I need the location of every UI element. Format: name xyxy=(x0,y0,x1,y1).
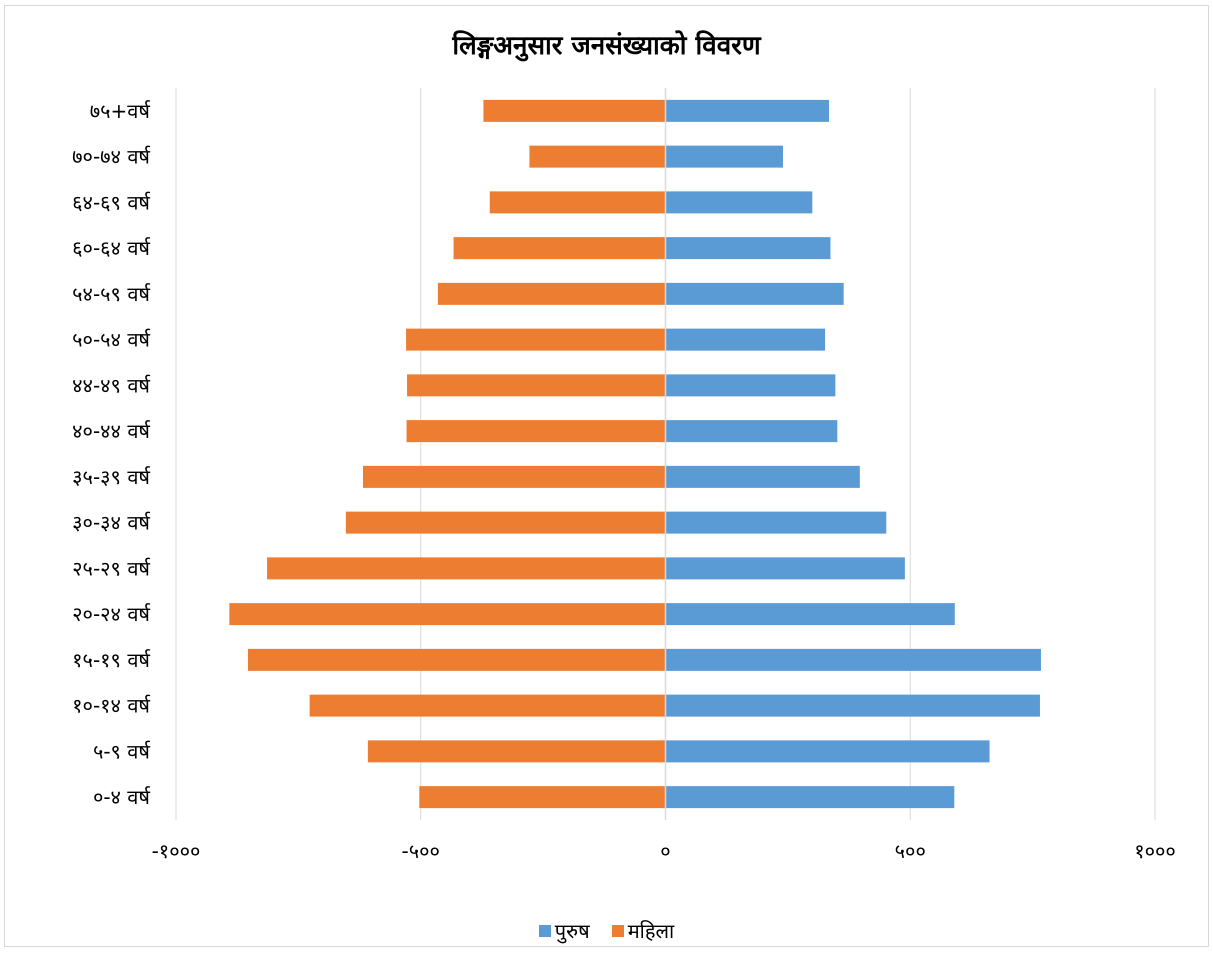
bar-male xyxy=(665,648,1041,671)
bar-female xyxy=(309,694,666,717)
bar-female xyxy=(367,740,666,763)
y-tick-label: ०-४ वर्ष xyxy=(93,785,151,809)
bar-female xyxy=(345,511,666,534)
bar-male xyxy=(665,145,783,168)
bar-male xyxy=(665,237,831,260)
bar-female xyxy=(362,465,666,488)
legend-label-female: महिला xyxy=(627,919,675,943)
bar-female xyxy=(406,328,666,351)
y-tick-label: ३५-३९ वर्ष xyxy=(72,465,151,489)
bar-male xyxy=(665,191,813,214)
y-tick-label: ७५+वर्ष xyxy=(90,99,151,123)
bar-female xyxy=(489,191,666,214)
bar-female xyxy=(267,557,666,580)
bar-male xyxy=(665,99,829,122)
y-tick-label: २५-२९ वर्ष xyxy=(72,556,151,580)
y-tick-label: १०-१४ वर्ष xyxy=(72,694,151,718)
y-tick-label: ४४-४९ वर्ष xyxy=(72,373,151,397)
x-tick-label: १००० xyxy=(1134,839,1176,863)
bar-female xyxy=(247,648,666,671)
bar-male xyxy=(665,465,860,488)
y-tick-label: २०-२४ वर्ष xyxy=(72,602,151,626)
y-tick-label: ५०-५४ वर्ष xyxy=(72,328,151,352)
bar-male xyxy=(665,511,887,534)
y-tick-label: ६०-६४ वर्ष xyxy=(72,236,151,260)
legend-swatch-male xyxy=(538,924,551,937)
y-tick-label: ३०-३४ वर्ष xyxy=(72,511,151,535)
y-tick-label: ६४-६९ वर्ष xyxy=(72,190,151,214)
bar-male xyxy=(665,420,838,443)
bar-male xyxy=(665,603,955,626)
legend: पुरुष महिला xyxy=(0,917,1213,944)
y-tick-label: ७०-७४ वर्ष xyxy=(72,145,151,169)
bar-female xyxy=(419,786,666,809)
bar-male xyxy=(665,694,1040,717)
legend-swatch-female xyxy=(611,924,624,937)
x-tick-label: -१००० xyxy=(152,839,201,863)
x-tick-label: ५०० xyxy=(895,839,926,863)
bar-female xyxy=(229,603,666,626)
bar-female xyxy=(406,420,666,443)
bar-female xyxy=(529,145,666,168)
bar-male xyxy=(665,740,990,763)
bar-female xyxy=(437,282,666,305)
bar-male xyxy=(665,282,844,305)
x-tick-label: ० xyxy=(660,839,670,863)
chart-title: लिङ्गअनुसार जनसंख्याको विवरण xyxy=(452,31,761,61)
y-tick-label: ५४-५९ वर्ष xyxy=(72,282,151,306)
y-tick-label: ४०-४४ वर्ष xyxy=(72,419,151,443)
bar-female xyxy=(407,374,666,397)
bar-female xyxy=(483,99,666,122)
y-tick-label: १५-१९ वर्ष xyxy=(72,648,151,672)
y-tick-label: ५-९ वर्ष xyxy=(93,739,151,763)
x-tick-label: -५०० xyxy=(402,839,440,863)
legend-entry-female: महिला xyxy=(611,917,675,944)
bar-male xyxy=(665,374,836,397)
legend-entry-male: पुरुष xyxy=(538,917,590,944)
bar-male xyxy=(665,328,826,351)
bar-male xyxy=(665,786,955,809)
legend-label-male: पुरुष xyxy=(554,919,590,943)
bar-female xyxy=(453,237,666,260)
bar-male xyxy=(665,557,905,580)
